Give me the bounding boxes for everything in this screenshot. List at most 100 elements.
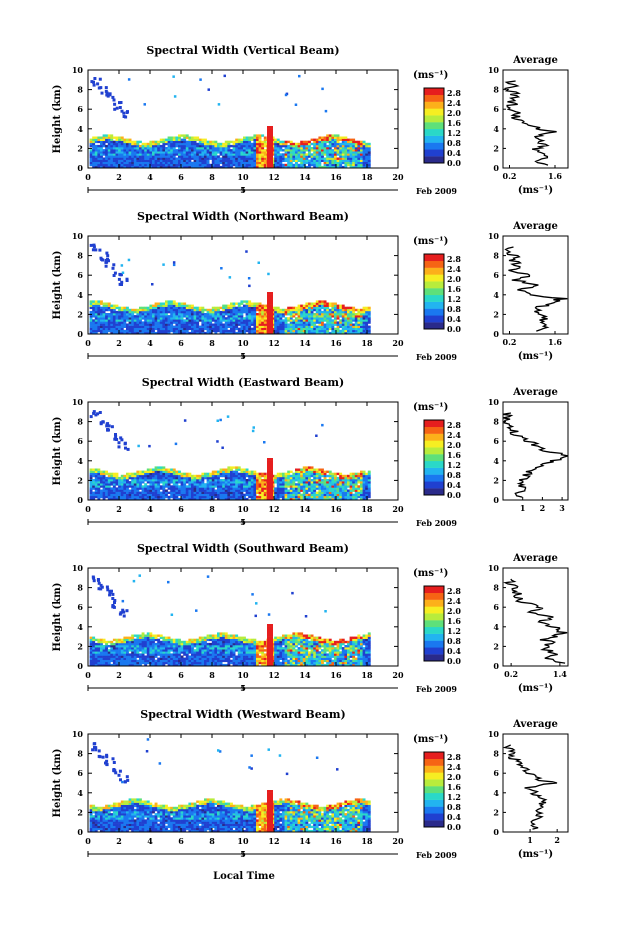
heatmap-cell <box>175 485 179 488</box>
heatmap-cell <box>162 155 166 158</box>
heatmap-cell <box>321 319 324 322</box>
heatmap-cell <box>263 491 267 494</box>
heatmap-cell <box>250 315 254 318</box>
heatmap-cell <box>139 308 142 312</box>
heatmap-cell <box>328 315 332 318</box>
heatmap-cell <box>334 163 337 167</box>
heatmap-cell <box>191 321 194 324</box>
heatmap-cell <box>165 479 168 482</box>
heatmap-cell <box>336 157 340 160</box>
heatmap-cell <box>185 476 189 480</box>
heatmap-cell <box>211 323 215 326</box>
heatmap-cell <box>196 329 200 333</box>
heatmap-cell <box>279 310 283 314</box>
heatmap-cell <box>267 319 273 322</box>
heatmap-cell <box>107 663 111 666</box>
heatmap-cell <box>120 329 124 333</box>
heatmap-cell <box>178 159 181 162</box>
heatmap-cell <box>357 474 361 478</box>
heatmap-cell <box>365 321 369 324</box>
heatmap-cell <box>250 331 254 334</box>
x-tick-label: 12 <box>268 504 279 514</box>
heatmap-cell <box>302 485 306 488</box>
heatmap-cell <box>167 153 171 156</box>
heatmap-cell <box>144 313 148 316</box>
heatmap-cell <box>209 140 213 144</box>
heatmap-cell <box>305 313 309 316</box>
heatmap-cell <box>336 493 340 497</box>
heatmap-cell <box>256 327 259 331</box>
heatmap-cell <box>209 310 213 314</box>
heatmap-cell <box>274 142 278 146</box>
heatmap-cell <box>133 325 137 328</box>
heatmap-cell <box>152 165 155 168</box>
heatmap-cell <box>141 327 145 331</box>
heatmap-cell <box>284 153 288 156</box>
heatmap-cell <box>235 483 239 486</box>
heatmap-cell <box>315 434 318 437</box>
heatmap-cell <box>321 489 324 492</box>
heatmap-cell <box>89 491 93 494</box>
heatmap-cell <box>105 661 108 665</box>
heatmap-cell <box>100 649 103 652</box>
heatmap-cell <box>105 493 108 497</box>
heatmap-cell <box>331 485 335 488</box>
heatmap-cell <box>341 149 345 152</box>
heatmap-cell <box>367 310 371 314</box>
heatmap-cell <box>331 302 335 305</box>
heatmap-cell <box>349 321 353 324</box>
heatmap-cell <box>245 479 249 482</box>
heatmap-cell <box>360 144 363 148</box>
heatmap-cell <box>118 495 121 499</box>
heatmap-cell <box>92 487 96 490</box>
heatmap-cell <box>113 437 117 441</box>
heatmap-cell <box>211 161 215 165</box>
heatmap-cell <box>154 483 158 486</box>
heatmap-cell <box>243 489 246 492</box>
heatmap-cell <box>100 313 103 316</box>
heatmap-cell <box>123 308 127 312</box>
heatmap-cell <box>110 151 114 154</box>
heatmap-cell <box>100 302 103 305</box>
heatmap-cell <box>253 472 257 476</box>
heatmap-cell <box>211 491 215 494</box>
heatmap-cell <box>253 487 257 490</box>
heatmap-cell <box>331 153 335 156</box>
heatmap-cell <box>209 157 213 160</box>
heatmap-cell <box>146 323 150 326</box>
heatmap-cell <box>240 300 244 303</box>
heatmap-cell <box>102 474 106 478</box>
heatmap-cell <box>297 147 301 150</box>
heatmap-cell <box>365 310 369 314</box>
heatmap-cell <box>354 308 358 312</box>
heatmap-cell <box>341 489 345 492</box>
heatmap-cell <box>172 147 176 150</box>
heatmap-cell <box>198 319 202 322</box>
colorbar-tick-label: 2.4 <box>447 264 461 274</box>
heatmap-cell <box>126 323 129 326</box>
heatmap-cell <box>344 331 348 334</box>
heatmap-cell <box>211 142 215 146</box>
heatmap-cell <box>300 159 304 162</box>
heatmap-cell <box>94 155 98 158</box>
heatmap-cell <box>344 495 348 499</box>
heatmap-cell <box>347 306 350 310</box>
heatmap-cell <box>120 153 124 156</box>
heatmap-cell <box>165 300 168 303</box>
heatmap-cell <box>149 315 153 318</box>
heatmap-cell <box>354 159 358 162</box>
heatmap-cell <box>97 468 101 471</box>
heatmap-cell <box>341 319 345 322</box>
heatmap-cell <box>149 493 153 497</box>
heatmap-cell <box>180 489 184 492</box>
heatmap-cell <box>217 165 220 168</box>
heatmap-cell <box>235 153 239 156</box>
heatmap-cell <box>227 321 231 324</box>
heatmap-cell <box>274 315 278 318</box>
heatmap-cell <box>267 485 273 488</box>
heatmap-cell <box>97 647 101 650</box>
heatmap-cell <box>183 483 187 486</box>
heatmap-cell <box>302 315 306 318</box>
heatmap-cell <box>313 319 317 322</box>
heatmap-cell <box>128 474 132 478</box>
